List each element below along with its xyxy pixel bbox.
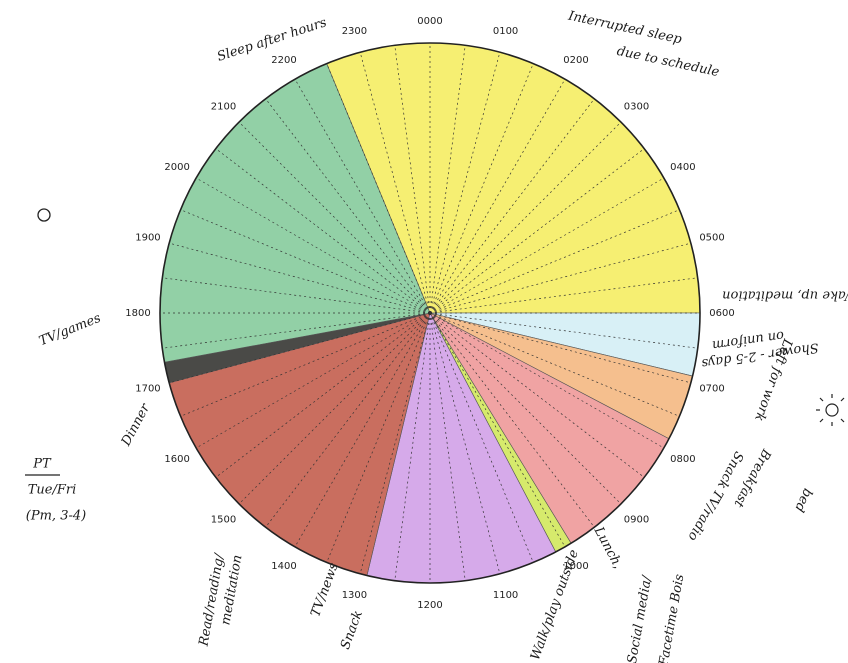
spoke	[359, 312, 431, 574]
spoke	[180, 209, 431, 314]
hour-label: 1700	[135, 384, 160, 395]
sectors	[159, 42, 701, 584]
spoke	[326, 312, 431, 563]
spoke	[294, 78, 431, 314]
spoke	[429, 312, 566, 548]
hour-label: 1300	[342, 590, 367, 601]
spoke	[429, 52, 501, 314]
hour-label: 0100	[493, 26, 518, 37]
spokes	[160, 43, 700, 583]
spoke	[394, 45, 431, 314]
hour-label: 1600	[164, 454, 189, 465]
spoke	[429, 121, 622, 314]
hour-label: 2100	[211, 102, 236, 113]
note: Facetime Bois	[656, 573, 687, 663]
note: Dinner	[118, 401, 153, 450]
hour-label: 0400	[670, 162, 695, 173]
hour-label: 0300	[624, 102, 649, 113]
spoke	[429, 312, 466, 581]
note: bed	[791, 486, 815, 514]
spoke	[429, 312, 665, 449]
spoke	[180, 312, 431, 417]
hour-label: 1200	[417, 600, 442, 611]
spoke	[429, 177, 665, 314]
spoke	[429, 312, 501, 574]
hour-label: 0800	[670, 454, 695, 465]
hour-label: 1000	[563, 561, 588, 572]
hour-label: 0900	[624, 514, 649, 525]
hour-label: 1500	[211, 514, 236, 525]
spoke	[429, 312, 645, 478]
hour-label: 2300	[342, 26, 367, 37]
hour-label: 0000	[417, 16, 442, 27]
clock-rim	[159, 42, 701, 584]
spoke	[215, 148, 431, 314]
hour-label: 0500	[699, 232, 724, 243]
spoke	[429, 242, 691, 314]
hour-label: 0600	[709, 308, 734, 319]
note: Tue/Fri	[28, 483, 77, 498]
spoke	[429, 312, 691, 384]
spoke	[169, 242, 431, 314]
hour-label: 1100	[493, 590, 518, 601]
spoke	[326, 63, 431, 314]
spoke	[265, 98, 431, 314]
spoke	[429, 209, 680, 314]
spoke	[215, 312, 431, 478]
spoke	[238, 312, 431, 505]
spoke	[265, 312, 431, 528]
spoke	[429, 312, 698, 349]
hour-label: 2200	[271, 55, 296, 66]
note: (Pm, 3-4)	[26, 509, 86, 524]
note: Interrupted sleep	[566, 8, 684, 47]
spoke	[429, 63, 534, 314]
spoke	[169, 312, 431, 384]
spoke	[162, 312, 431, 349]
hour-label: 0700	[699, 384, 724, 395]
spoke	[162, 277, 431, 314]
spoke	[195, 312, 431, 449]
sun-icon	[816, 394, 845, 426]
spoke	[429, 312, 595, 528]
spoke	[429, 312, 622, 505]
hour-label: 1800	[125, 308, 150, 319]
note: Snack	[338, 608, 366, 651]
spoke	[294, 312, 431, 548]
note: Wake up, meditation	[722, 288, 848, 303]
note: Walk/play outside	[528, 547, 582, 662]
spoke	[429, 312, 534, 563]
hour-label: 1900	[135, 232, 160, 243]
note: TV/radio	[684, 487, 725, 544]
note: TV/news	[308, 561, 341, 619]
moon-icon	[37, 208, 51, 222]
note: TV/games	[37, 311, 103, 349]
note: Social media/	[625, 573, 655, 663]
spoke	[429, 148, 645, 314]
spoke	[359, 52, 431, 314]
hour-label: 2000	[164, 162, 189, 173]
spoke	[394, 312, 431, 581]
spoke	[429, 45, 466, 314]
spoke	[429, 78, 566, 314]
spoke	[429, 312, 680, 417]
hour-label: 1400	[271, 561, 296, 572]
spoke	[238, 121, 431, 314]
hour-label: 0200	[563, 55, 588, 66]
hour-labels: 0000 0100 0200 0300 0400 0500 0600 0700 0800 0900…	[125, 16, 734, 611]
spoke	[195, 177, 431, 314]
note: due to schedule	[615, 44, 720, 80]
note: Lunch,	[590, 524, 625, 572]
note: PT	[32, 457, 52, 472]
spoke	[429, 277, 698, 314]
spoke	[429, 98, 595, 314]
